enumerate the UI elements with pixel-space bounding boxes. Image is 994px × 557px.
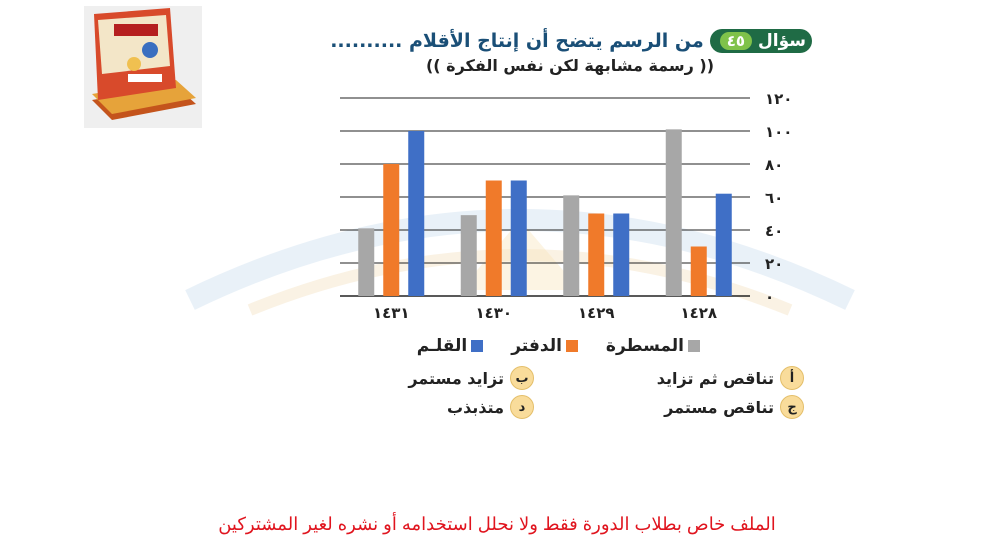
question-subtitle: (( رسمة مشابهة لكن نفس الفكرة )): [425, 56, 715, 75]
question-header: سؤال ٤٥ من الرسم يتضح أن إنتاج الأقلام .…: [330, 24, 812, 58]
legend-item-ruler: المسطرة: [606, 336, 700, 356]
x-tick-label: ١٤٣٠: [475, 304, 512, 322]
bar: [510, 180, 527, 296]
bar: [358, 228, 375, 296]
option-c-letter: ج: [780, 395, 804, 419]
option-b-letter: ب: [510, 366, 534, 390]
option-d[interactable]: د متذبذب: [447, 395, 534, 419]
y-tick-label: ٤٠: [765, 222, 783, 240]
y-tick-label: ٨٠: [765, 156, 783, 174]
bar: [690, 246, 707, 296]
legend-label-pen: القلـم: [416, 336, 468, 356]
y-tick-label: ٢٠: [765, 255, 783, 273]
bar: [715, 193, 732, 296]
bar: [665, 129, 682, 296]
y-tick-label: ١٠٠: [765, 123, 792, 141]
legend-item-pen: القلـم: [417, 336, 484, 356]
option-a-letter: أ: [780, 366, 804, 390]
question-text: من الرسم يتضح أن إنتاج الأقلام .........…: [330, 30, 704, 52]
x-tick-label: ١٤٣١: [373, 304, 410, 322]
y-tick-label: ١٢٠: [765, 90, 792, 108]
question-label: سؤال: [758, 31, 806, 51]
bar: [563, 195, 580, 296]
option-b[interactable]: ب تزايد مستمر: [408, 366, 534, 390]
legend-label-ruler: المسطرة: [605, 336, 684, 356]
option-b-text: تزايد مستمر: [408, 368, 504, 388]
question-badge: سؤال ٤٥: [709, 29, 812, 53]
option-c[interactable]: ج تناقص مستمر: [664, 395, 804, 419]
bar: [485, 180, 502, 296]
option-d-text: متذبذب: [446, 397, 504, 417]
x-tick-label: ١٤٢٨: [680, 304, 717, 322]
bar: [408, 131, 425, 296]
book-cover-image: [84, 6, 202, 128]
question-number: ٤٥: [719, 32, 753, 50]
legend-label-notebook: الدفتر: [511, 336, 562, 356]
bar: [460, 215, 477, 296]
bar: [383, 164, 400, 296]
footer-notice: الملف خاص بطلاب الدورة فقط ولا نحلل استخ…: [218, 514, 776, 534]
legend-item-notebook: الدفتر: [511, 336, 578, 356]
y-tick-label: ٠: [765, 288, 774, 306]
legend-swatch-pen: [471, 340, 484, 352]
option-a-text: تناقص ثم تزايد: [656, 368, 774, 388]
option-c-text: تناقص مستمر: [664, 397, 774, 417]
bar: [588, 213, 605, 296]
legend-swatch-notebook: [565, 340, 578, 352]
chart-legend: المسطرة الدفتر القلـم: [410, 336, 700, 356]
y-tick-label: ٦٠: [765, 189, 783, 207]
bar: [613, 213, 630, 296]
legend-swatch-ruler: [688, 340, 700, 352]
option-a[interactable]: أ تناقص ثم تزايد: [657, 366, 804, 390]
x-tick-label: ١٤٢٩: [578, 304, 615, 322]
option-d-letter: د: [510, 395, 534, 419]
